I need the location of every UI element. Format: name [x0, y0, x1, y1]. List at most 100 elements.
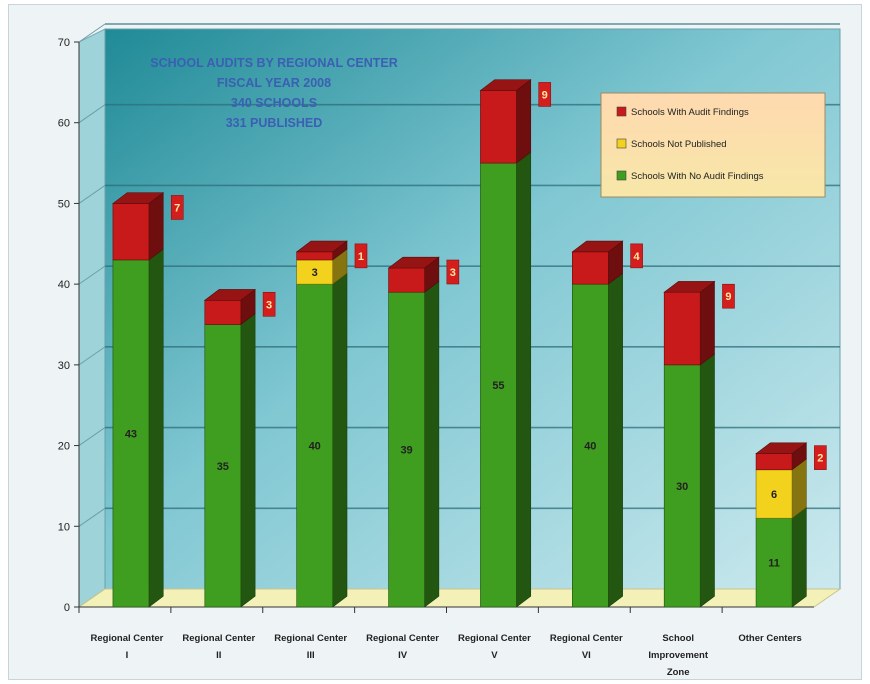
bar-top [112, 192, 165, 204]
y-tick-label: 40 [58, 279, 70, 291]
data-label: 6 [771, 489, 777, 501]
gridline-side [78, 507, 106, 527]
findings-label: 9 [725, 291, 731, 303]
bar-side [240, 313, 256, 608]
bar-segment [663, 291, 701, 366]
chart-title-line: SCHOOL AUDITS BY REGIONAL CENTER [150, 56, 397, 70]
data-label: 11 [768, 558, 780, 570]
x-tick-label: Regional Center [458, 633, 531, 644]
y-tick-label: 60 [58, 118, 70, 130]
legend-label: Schools With No Audit Findings [631, 171, 764, 182]
gridline-side [78, 346, 106, 366]
findings-flag [814, 445, 827, 470]
bar-segment [204, 324, 242, 608]
bar-top [755, 442, 808, 454]
findings-flag [354, 243, 368, 269]
bar-segment [480, 90, 517, 164]
chart-title-line: 340 SCHOOLS [231, 96, 317, 110]
findings-label: 1 [358, 251, 364, 263]
findings-flag [170, 195, 184, 220]
gridline-side [78, 23, 106, 43]
bar-segment [663, 364, 701, 608]
x-tick-label: School [662, 633, 694, 644]
x-tick-label: Other Centers [738, 633, 801, 644]
left-wall [78, 28, 106, 608]
bar-top [203, 289, 257, 301]
chart-title-line: FISCAL YEAR 2008 [217, 76, 331, 90]
gridline-side [78, 427, 106, 446]
bar-segment [480, 162, 517, 608]
findings-label: 3 [266, 299, 272, 311]
data-label: 39 [400, 445, 412, 457]
x-tick-label: I [126, 650, 129, 661]
chart-frame: 0 10 20 30 40 50 60 70 43 7 Regional Center I 35 3 Reg… [8, 4, 862, 680]
bar-segment [204, 299, 242, 325]
bar-segment [296, 251, 333, 261]
data-label: 3 [312, 267, 318, 279]
data-label: 35 [217, 461, 229, 473]
bar-side [699, 353, 715, 608]
findings-flag [262, 291, 276, 317]
plot-floor [77, 588, 842, 608]
bar-side [148, 192, 164, 261]
x-tick-label: Improvement [648, 650, 708, 661]
x-tick-label: Regional Center [274, 633, 347, 644]
gridline-side [78, 104, 106, 124]
legend [600, 92, 826, 198]
x-tick-label: VI [582, 650, 591, 661]
legend-label: Schools Not Published [631, 139, 727, 150]
y-tick-label: 20 [58, 441, 70, 453]
bar-top [295, 240, 348, 253]
bar-top [387, 256, 440, 269]
bar-side [148, 248, 164, 608]
findings-flag [722, 283, 735, 309]
data-label: 40 [584, 441, 596, 453]
legend-label: Schools With Audit Findings [631, 107, 749, 118]
x-tick-label: III [307, 650, 315, 661]
y-tick-label: 50 [58, 198, 70, 210]
bar-side [424, 280, 440, 608]
bar-top [479, 79, 532, 91]
legend-swatch [616, 138, 627, 149]
gridline-side [78, 185, 106, 204]
data-label: 55 [492, 380, 504, 392]
findings-label: 7 [174, 202, 180, 214]
bar-side [699, 280, 715, 366]
x-tick-label: Regional Center [182, 633, 255, 644]
findings-flag [630, 243, 643, 269]
bar-side [608, 272, 623, 608]
x-tick-label: Zone [667, 667, 690, 678]
y-tick-label: 30 [58, 360, 70, 372]
legend-swatch [616, 170, 627, 181]
legend-swatch [616, 106, 627, 117]
findings-flag [446, 259, 460, 285]
x-tick-label: Regional Center [366, 633, 439, 644]
bar-top [663, 281, 716, 293]
x-tick-label: IV [398, 650, 408, 661]
bar-side [332, 272, 348, 608]
bar-segment [572, 251, 609, 285]
x-tick-label: Regional Center [91, 633, 164, 644]
gridline-side [78, 265, 106, 285]
bar-side [516, 79, 532, 164]
data-label: 40 [309, 441, 321, 453]
bar-segment [572, 283, 609, 608]
bar-segment [388, 267, 425, 293]
bar-segment [112, 203, 150, 261]
findings-label: 2 [817, 453, 823, 465]
bar-segment [112, 259, 150, 608]
data-label: 30 [676, 481, 688, 493]
bar-segment [755, 517, 793, 608]
bar-segment [296, 259, 333, 285]
x-tick-label: Regional Center [550, 633, 623, 644]
bar-segment [296, 283, 333, 608]
chart-title-line: 331 PUBLISHED [226, 116, 323, 130]
x-tick-label: V [491, 650, 498, 661]
y-tick-label: 10 [58, 521, 70, 533]
y-tick-label: 0 [64, 602, 70, 614]
y-tick-label: 70 [58, 37, 70, 49]
bar-side [791, 506, 807, 608]
x-tick-label: II [216, 650, 221, 661]
findings-label: 3 [450, 267, 456, 279]
